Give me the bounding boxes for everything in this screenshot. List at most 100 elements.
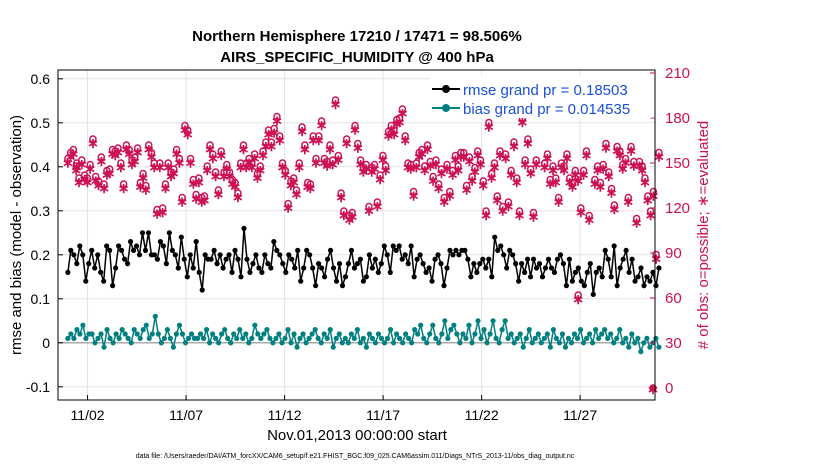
bias-marker [149, 331, 155, 337]
obs-evaluated-marker: ∗ [505, 167, 517, 183]
bias-marker [529, 340, 535, 346]
obs-possible-marker [342, 135, 351, 143]
obs-evaluated-marker: ∗ [371, 198, 383, 214]
bias-marker [200, 335, 207, 341]
obs-evaluated-marker: ∗ [196, 194, 208, 210]
obs-evaluated-marker: ∗ [528, 209, 540, 225]
rmse-marker [121, 256, 128, 262]
obs-possible-marker [356, 156, 365, 164]
y-tick-label: 0 [42, 335, 50, 351]
rmse-marker [190, 265, 196, 271]
rmse-marker [256, 265, 262, 271]
bias-marker [418, 322, 424, 328]
obs-possible-marker [192, 190, 200, 199]
bias-marker [354, 327, 360, 333]
obs-evaluated-marker: ∗ [589, 176, 601, 192]
obs-evaluated-marker: ∗ [204, 141, 216, 157]
obs-evaluated-marker: ∗ [254, 162, 266, 178]
bias-marker [164, 327, 170, 333]
obs-possible-marker [147, 148, 156, 157]
obs-possible-marker [529, 208, 538, 217]
obs-possible-marker [278, 159, 287, 167]
obs-possible-marker [398, 105, 407, 113]
obs-possible-marker [362, 160, 370, 169]
bias-marker [620, 340, 626, 346]
obs-possible-marker [253, 169, 262, 178]
bias-marker [336, 331, 342, 337]
legend-box [430, 76, 652, 118]
rmse-marker [447, 247, 453, 253]
rmse-marker [507, 247, 513, 253]
bias-marker [107, 335, 113, 341]
bias-marker [348, 331, 354, 337]
obs-possible-marker [599, 160, 607, 169]
rmse-marker [524, 256, 531, 262]
obs-evaluated-marker: ∗ [452, 162, 464, 178]
bias-marker [451, 322, 457, 328]
obs-possible-marker [114, 144, 122, 152]
obs-evaluated-marker: ∗ [544, 176, 556, 192]
y-tick-label: 0.2 [31, 247, 51, 263]
obs-possible-marker [554, 193, 563, 202]
obs-possible-marker [549, 162, 557, 170]
obs-possible-marker [211, 168, 220, 176]
obs-possible-marker [86, 160, 94, 169]
bias-marker [514, 335, 520, 341]
rmse-marker [372, 256, 378, 262]
obs-possible-marker [607, 184, 616, 193]
rmse-marker [569, 278, 575, 284]
rmse-marker [214, 261, 220, 267]
rmse-marker [608, 274, 614, 280]
x-axis-label: Nov.01,2013 00:00:00 start [267, 427, 448, 444]
obs-evaluated-marker: ∗ [516, 114, 528, 130]
obs-possible-marker [376, 171, 384, 179]
rmse-marker [262, 252, 268, 258]
rmse-marker [563, 283, 569, 289]
bias-marker [583, 335, 590, 341]
bias-marker [264, 327, 270, 333]
obs-possible-marker [526, 165, 535, 173]
rmse-marker [280, 261, 286, 267]
bias-marker [216, 340, 222, 346]
rmse-marker [304, 247, 310, 253]
obs-possible-marker [649, 187, 658, 196]
obs-evaluated-marker: ∗ [316, 117, 328, 133]
bias-marker [499, 327, 505, 333]
bias-marker [644, 335, 650, 341]
rmse-marker [113, 265, 119, 271]
rmse-marker [83, 278, 89, 284]
rmse-marker [539, 274, 546, 280]
rmse-marker [172, 252, 178, 258]
rmse-marker [321, 274, 328, 280]
obs-evaluated-marker: ∗ [115, 159, 127, 175]
bias-marker [517, 331, 523, 337]
rmse-marker [411, 274, 417, 280]
obs-evaluated-marker: ∗ [603, 168, 615, 184]
obs-possible-marker [64, 154, 72, 163]
obs-possible-marker [306, 180, 315, 188]
bias-marker [396, 335, 403, 341]
obs-possible-marker [610, 201, 619, 209]
obs-possible-marker [337, 189, 345, 197]
rmse-marker [530, 256, 537, 262]
rmse-marker [504, 265, 510, 271]
legend-rmse-marker [442, 85, 450, 93]
obs-evaluated-marker: ∗ [572, 291, 584, 307]
rmse-marker [429, 278, 435, 284]
obs-evaluated-marker: ∗ [645, 207, 657, 223]
rmse-marker [292, 265, 298, 271]
obs-possible-marker [334, 151, 343, 160]
obs-possible-marker [574, 172, 582, 181]
rmse-marker [104, 243, 110, 249]
obs-possible-marker [142, 181, 150, 190]
obs-possible-marker [89, 135, 97, 143]
obs-possible-marker [248, 159, 256, 167]
bias-marker [92, 340, 98, 346]
obs-possible-marker [348, 208, 356, 217]
bias-marker [128, 340, 134, 346]
obs-possible-marker [373, 198, 382, 206]
bias-marker [535, 331, 541, 337]
rmse-marker [566, 256, 572, 262]
bias-marker [508, 331, 514, 337]
obs-evaluated-marker: ∗ [299, 141, 311, 157]
